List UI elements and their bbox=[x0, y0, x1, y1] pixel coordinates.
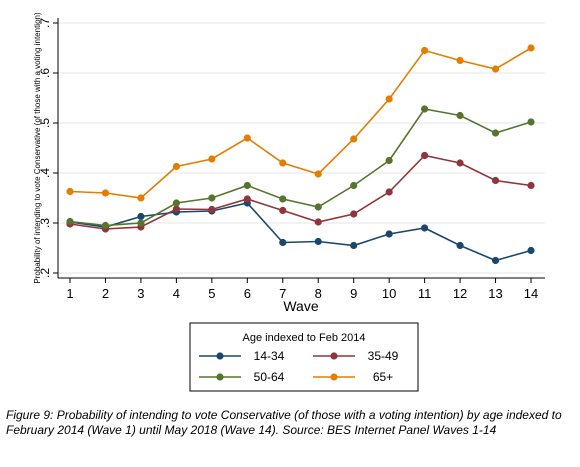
figure-caption: Figure 9: Probability of intending to vo… bbox=[6, 408, 562, 437]
data-point bbox=[350, 210, 358, 218]
legend-marker bbox=[330, 373, 338, 381]
data-point bbox=[421, 46, 429, 55]
data-point bbox=[66, 187, 74, 196]
data-point bbox=[456, 241, 464, 250]
data-point bbox=[172, 205, 180, 213]
data-point bbox=[527, 118, 535, 126]
x-tick-label: 1 bbox=[66, 286, 73, 301]
data-point bbox=[314, 203, 322, 211]
legend-box bbox=[189, 322, 419, 392]
data-point bbox=[491, 176, 500, 185]
data-point bbox=[314, 237, 322, 246]
data-point bbox=[491, 129, 500, 137]
data-point bbox=[137, 194, 145, 202]
legend-marker bbox=[216, 373, 224, 381]
data-point bbox=[208, 155, 216, 163]
y-axis-ticks: .2 .3 .4 .5 .6 .7 bbox=[38, 18, 58, 278]
data-point bbox=[172, 199, 180, 207]
data-point bbox=[385, 188, 393, 196]
data-point bbox=[243, 195, 251, 203]
legend: Age indexed to Feb 2014 14-34 35-49 50-64 6… bbox=[189, 322, 419, 392]
data-point bbox=[101, 221, 110, 230]
legend-item: 14-34 bbox=[199, 349, 285, 363]
data-point bbox=[279, 159, 287, 167]
x-tick-label: 6 bbox=[244, 286, 251, 301]
legend-label: 65+ bbox=[373, 370, 393, 384]
legend-marker bbox=[330, 352, 338, 360]
legend-item: 65+ bbox=[313, 370, 393, 384]
series-line bbox=[69, 202, 532, 262]
series-50-64 bbox=[66, 105, 535, 230]
x-tick-label: 7 bbox=[279, 286, 286, 301]
data-point bbox=[279, 195, 287, 203]
data-point bbox=[421, 105, 429, 113]
x-tick-label: 8 bbox=[315, 286, 322, 301]
data-point bbox=[243, 134, 251, 142]
x-axis-label: Wave bbox=[283, 298, 318, 314]
legend-label: 14-34 bbox=[254, 349, 285, 363]
y-tick-label: .3 bbox=[38, 218, 52, 228]
series-line bbox=[69, 154, 532, 230]
data-point bbox=[279, 206, 287, 215]
x-tick-label: 14 bbox=[524, 286, 538, 301]
x-tick-label: 9 bbox=[350, 286, 357, 301]
data-point bbox=[385, 156, 393, 165]
data-point bbox=[137, 219, 145, 227]
data-point bbox=[208, 194, 216, 202]
legend-marker bbox=[216, 352, 224, 360]
series-line bbox=[69, 108, 532, 227]
data-point bbox=[208, 205, 216, 214]
y-tick-label: .4 bbox=[38, 168, 52, 178]
legend-item: 35-49 bbox=[313, 349, 399, 363]
x-axis-ticks: 1 2 3 4 5 6 7 8 9 10 11 12 13 14 bbox=[66, 278, 538, 301]
data-point bbox=[314, 170, 322, 178]
data-point bbox=[421, 224, 429, 232]
x-tick-label: 11 bbox=[418, 286, 432, 301]
line-chart: .2.3.4.5.6.7 1 2 3 4 5 6 7 8 9 10 11 12 13 14 Wave Pr… bbox=[33, 12, 545, 392]
data-point bbox=[243, 181, 251, 190]
x-tick-label: 2 bbox=[102, 286, 109, 301]
data-point bbox=[491, 65, 500, 73]
data-point bbox=[66, 217, 74, 226]
x-tick-label: 10 bbox=[382, 286, 396, 301]
data-point bbox=[385, 95, 393, 103]
y-tick-label: .5 bbox=[38, 118, 52, 128]
data-point bbox=[421, 151, 429, 160]
x-tick-label: 13 bbox=[488, 286, 502, 301]
series-line bbox=[69, 47, 532, 199]
data-point bbox=[527, 246, 535, 255]
data-point bbox=[527, 181, 535, 190]
data-point bbox=[527, 44, 535, 52]
y-tick-label: .2 bbox=[38, 268, 52, 278]
series-lines bbox=[66, 44, 535, 265]
series-65+ bbox=[66, 44, 535, 202]
legend-item: 50-64 bbox=[199, 370, 285, 384]
y-tick-label: .6 bbox=[38, 68, 52, 78]
y-tick-label: .7 bbox=[38, 18, 52, 28]
y-axis-label: Probability of intending to vote Conserv… bbox=[33, 12, 42, 284]
data-point bbox=[137, 212, 145, 221]
legend-label: 35-49 bbox=[368, 349, 399, 363]
x-tick-label: 12 bbox=[453, 286, 467, 301]
data-point bbox=[172, 162, 180, 171]
data-point bbox=[314, 218, 322, 226]
legend-label: 50-64 bbox=[254, 370, 285, 384]
x-tick-label: 5 bbox=[208, 286, 215, 301]
legend-title: Age indexed to Feb 2014 bbox=[243, 332, 366, 344]
data-point bbox=[350, 135, 358, 143]
x-tick-label: 3 bbox=[137, 286, 144, 301]
data-point bbox=[456, 56, 464, 65]
data-point bbox=[491, 256, 500, 265]
data-point bbox=[350, 241, 358, 250]
data-point bbox=[279, 238, 287, 247]
data-point bbox=[456, 111, 464, 120]
x-tick-label: 4 bbox=[173, 286, 180, 301]
data-point bbox=[456, 159, 464, 167]
data-point bbox=[101, 189, 110, 197]
data-point bbox=[350, 181, 358, 190]
data-point bbox=[385, 230, 393, 238]
